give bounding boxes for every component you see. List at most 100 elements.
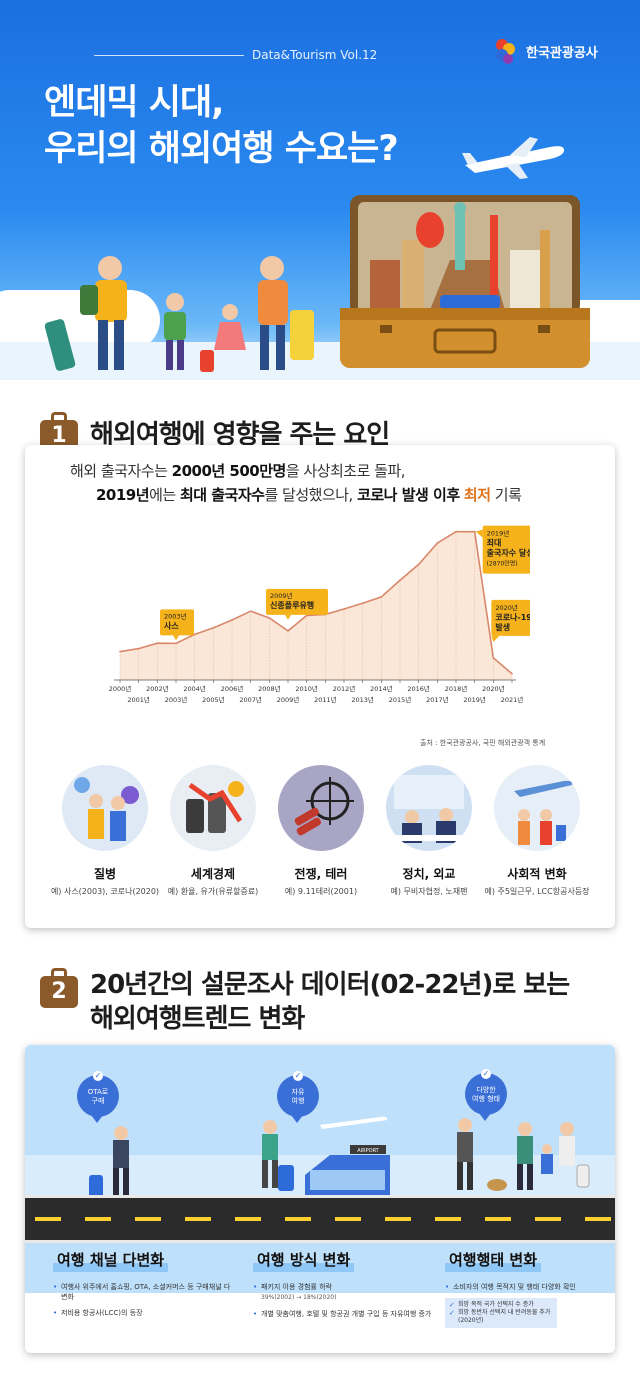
callout-text: 코로나-19 [495, 612, 530, 622]
trend-behavior: 여행행태 변화 소비자의 여행 목적지 및 행태 다양화 확인 희망 목적 국가… [445, 1249, 615, 1328]
callout-text: 신종플루유행 [270, 600, 314, 610]
departures-area-chart: 2000년 2001년 2002년 2003년 2004년 2005년 2006년 2007년… [109, 525, 530, 704]
data-point [212, 627, 215, 629]
data-point [361, 602, 364, 605]
data-point [473, 530, 476, 533]
logo-icon [490, 36, 520, 66]
callout-text: 2003년 [164, 611, 187, 620]
factor-war: 전쟁, 테러 예) 9.11테러(2001) [266, 765, 376, 897]
data-point [231, 619, 233, 621]
politics-icon [386, 765, 472, 851]
check-icon: ✓ [93, 1071, 103, 1081]
series-line [119, 530, 513, 675]
lead-line-2: 2019년에는 최대 출국자수를 달성했으나, 코로나 발생 이후 최저 기록 [96, 486, 522, 504]
bubble-diverse-types: ✓ 다양한 여행 형태 [465, 1069, 507, 1121]
factor-list: 질병 예) 사스(2003), 코로나(2020) 세계경제 예) 환율, 유가… [50, 765, 610, 905]
list-item: 저비용 항공사(LCC)의 등장 [53, 1308, 233, 1318]
data-point [455, 530, 457, 533]
issue-label: Data&Tourism Vol.12 [94, 48, 377, 62]
callout-box [482, 525, 530, 574]
x-tick-label: 2016년 [407, 684, 430, 693]
airplane-icon [462, 137, 565, 179]
x-tick-label: 2000년 [109, 684, 132, 693]
data-point [119, 650, 121, 653]
factor-politics: 정치, 외교 예) 무비자협정, 노재팬 [374, 765, 484, 897]
list-item: 소비자의 여행 목적지 및 행태 다양화 확인 [445, 1282, 615, 1292]
data-point [156, 642, 159, 645]
callout-text: 출국자수 달성 [487, 548, 530, 558]
x-tick-label: 2018년 [445, 684, 468, 693]
callout-pointer [491, 635, 500, 642]
x-tick-label: 2001년 [127, 695, 150, 704]
check-list: 희망 목적 국가 선택지 수 증가 희망 동반자 선택지 내 반려동물 추가(2… [445, 1298, 557, 1328]
callout-text: 2019년 [487, 529, 510, 538]
page-title: 엔데믹 시대, 우리의 해외여행 수요는? [44, 83, 399, 169]
data-point [511, 672, 513, 675]
callout-box [266, 588, 328, 615]
data-point [175, 642, 177, 645]
bubble-ota: ✓ OTA로 구매 [77, 1071, 119, 1123]
list-item: 패키지 이용 경험률 하락 39%(2002) → 18%(2020) [253, 1282, 433, 1303]
x-tick-label: 2007년 [239, 695, 262, 704]
factor-social: 사회적 변화 예) 주5일근무, LCC항공사등장 [482, 765, 592, 897]
callout-pointer [285, 614, 291, 620]
callout-text: 사스 [164, 620, 179, 630]
social-icon [494, 765, 580, 851]
war-icon [278, 765, 364, 851]
x-tick-label: 2002년 [146, 684, 169, 693]
lead-line-1: 해외 출국자수는 2000년 500만명을 사상최초로 돌파, [70, 462, 406, 480]
callout-box [491, 599, 530, 636]
suitcase-number-icon: 2 [40, 968, 78, 1008]
callout-text: (2870만명) [487, 560, 518, 568]
x-tick-label: 2004년 [183, 684, 206, 693]
x-tick-label: 2005년 [202, 695, 225, 704]
chart-source: 출처 : 한국관광공사, 국민 해외관광객 통계 [420, 739, 546, 747]
svg-text:AIRPORT: AIRPORT [357, 1148, 379, 1154]
data-point [137, 647, 140, 650]
data-point [417, 563, 420, 566]
family-dog-illustration [457, 1118, 590, 1191]
data-point [249, 610, 252, 612]
callout-text: 2020년 [495, 603, 518, 612]
data-point [268, 617, 271, 619]
road [25, 1195, 615, 1243]
x-tick-label: 2021년 [501, 695, 524, 704]
data-point [343, 608, 345, 610]
x-tick-label: 2020년 [482, 684, 505, 693]
x-tick-label: 2019년 [463, 695, 486, 704]
x-tick-label: 2014년 [370, 684, 393, 693]
list-item: 개별 맞춤여행, 호텔 및 항공권 개별 구입 등 자유여행 증가 [253, 1309, 433, 1319]
callout-pointer [173, 635, 179, 641]
x-tick-label: 2012년 [333, 684, 356, 693]
hero-banner: Data&Tourism Vol.12 한국관광공사 엔데믹 시대, 우리의 해… [0, 0, 640, 380]
x-tick-label: 2015년 [389, 695, 412, 704]
data-point [380, 596, 383, 598]
data-point [305, 614, 308, 617]
section2-heading: 2 20년간의 설문조사 데이터(02-22년)로 보는 해외여행트렌드 변화 [40, 968, 570, 1036]
x-tick-label: 2011년 [314, 695, 337, 704]
trend-method: 여행 방식 변화 패키지 이용 경험률 하락 39%(2002) → 18%(2… [253, 1249, 433, 1325]
list-item: 여행사 위주에서 홈쇼핑, OTA, 소셜커머스 등 구매채널 다변화 [53, 1282, 233, 1302]
data-point [399, 579, 401, 582]
x-tick-label: 2006년 [221, 684, 244, 693]
factor-disease: 질병 예) 사스(2003), 코로나(2020) [50, 765, 160, 897]
org-logo: 한국관광공사 [490, 36, 598, 66]
economy-icon [170, 765, 256, 851]
disease-icon [62, 765, 148, 851]
check-icon: ✓ [293, 1071, 303, 1081]
traveler-airport-illustration: AIRPORT [262, 1116, 390, 1195]
bubble-free-travel: ✓ 자유 여행 [277, 1071, 319, 1123]
traveler-phone-illustration [89, 1126, 129, 1199]
x-tick-label: 2003년 [165, 695, 188, 704]
trend-card: ✓ OTA로 구매 ✓ 자유 여행 ✓ 다양한 여행 형태 AIRPORT [25, 1045, 615, 1353]
trend-channel: 여행 채널 다변화 여행사 위주에서 홈쇼핑, OTA, 소셜커머스 등 구매채… [53, 1249, 233, 1324]
callout-text: 2009년 [270, 591, 293, 600]
x-tick-label: 2008년 [258, 684, 281, 693]
x-tick-label: 2010년 [295, 684, 318, 693]
factor-economy: 세계경제 예) 환율, 유가(유류할증료) [158, 765, 268, 897]
x-tick-label: 2009년 [277, 695, 300, 704]
callout-box [160, 609, 194, 636]
callout-text: 최대 [487, 538, 502, 548]
family-travel-illustration [44, 256, 314, 372]
x-tick-label: 2017년 [426, 695, 449, 704]
